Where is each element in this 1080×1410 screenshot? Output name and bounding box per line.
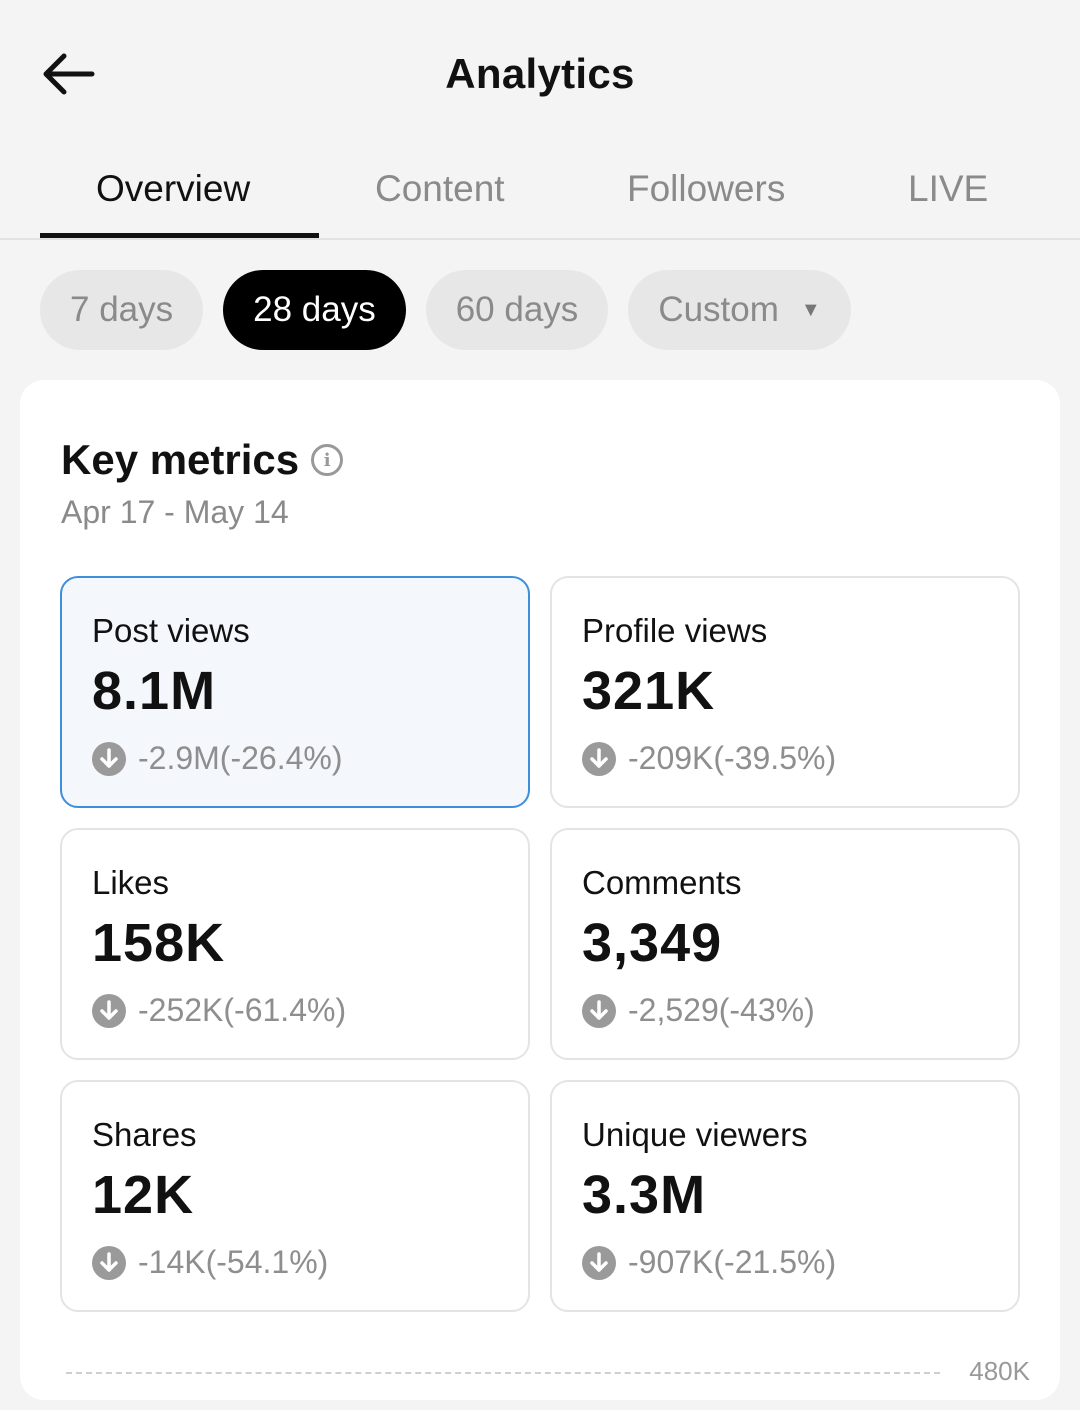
metric-change-text: -252K(-61.4%) [138, 992, 347, 1028]
chip-label: 28 days [253, 290, 376, 329]
chip-7-days[interactable]: 7 days [40, 270, 204, 350]
metric-change: -2.9M(-26.4%) [92, 740, 343, 777]
app-header: Analytics [0, 0, 1080, 150]
arrow-down-circle-icon [92, 741, 126, 776]
metric-change-text: -2,529(-43%) [628, 992, 815, 1028]
tab-live[interactable]: LIVE [908, 168, 989, 209]
metric-label: Shares [92, 1116, 197, 1153]
arrow-left-icon [43, 53, 95, 95]
chip-custom[interactable]: Custom ▼ [628, 270, 851, 350]
arrow-down-circle-icon [92, 993, 126, 1028]
back-button[interactable] [40, 48, 100, 100]
metric-value: 3,349 [582, 913, 723, 973]
metric-card-unique-viewers[interactable]: Unique viewers 3.3M -907K(-21.5%) [550, 1080, 1020, 1312]
metric-value: 8.1M [92, 661, 217, 721]
chip-label: Custom [658, 290, 779, 329]
metric-change-text: -2.9M(-26.4%) [138, 740, 343, 776]
page-title: Analytics [445, 50, 635, 97]
key-metrics-card: Key metrics i Apr 17 - May 14 Post views… [20, 380, 1060, 1400]
section-title: Key metrics i [61, 436, 344, 484]
chip-label: 7 days [70, 290, 174, 329]
metric-label: Profile views [582, 612, 768, 649]
metric-change: -14K(-54.1%) [92, 1244, 328, 1281]
arrow-down-circle-icon [92, 1245, 126, 1280]
info-icon[interactable]: i [311, 444, 344, 476]
date-range-chips: 7 days 28 days 60 days Custom ▼ [40, 270, 851, 350]
metric-change: -907K(-21.5%) [582, 1244, 836, 1281]
metric-change: -252K(-61.4%) [92, 992, 346, 1029]
tab-followers[interactable]: Followers [627, 168, 786, 209]
metric-change-text: -209K(-39.5%) [628, 740, 837, 776]
arrow-down-circle-icon [582, 993, 616, 1028]
chip-60-days[interactable]: 60 days [425, 270, 609, 350]
metric-value: 12K [92, 1165, 195, 1225]
metric-card-post-views[interactable]: Post views 8.1M -2.9M(-26.4%) [60, 576, 530, 808]
tab-content[interactable]: Content [375, 168, 505, 209]
tab-bar: Overview Content Followers LIVE [0, 150, 1080, 240]
chart-y-tick: 480K [969, 1356, 1030, 1386]
chip-28-days[interactable]: 28 days [223, 270, 406, 350]
trend-chart-preview: 480K [66, 1356, 1030, 1410]
tab-overview[interactable]: Overview [96, 168, 251, 209]
chip-label: 60 days [455, 290, 579, 329]
arrow-down-circle-icon [582, 1245, 616, 1280]
chart-gridline [66, 1372, 940, 1374]
metric-card-shares[interactable]: Shares 12K -14K(-54.1%) [60, 1080, 530, 1312]
metric-label: Unique viewers [582, 1116, 808, 1153]
arrow-down-circle-icon [582, 741, 616, 776]
section-title-text: Key metrics [61, 436, 300, 483]
metric-change: -2,529(-43%) [582, 992, 815, 1029]
metric-label: Likes [92, 864, 170, 901]
metric-label: Post views [92, 612, 250, 649]
active-tab-indicator [40, 233, 319, 238]
metric-change: -209K(-39.5%) [582, 740, 836, 777]
metric-change-text: -14K(-54.1%) [138, 1244, 329, 1280]
metric-card-comments[interactable]: Comments 3,349 -2,529(-43%) [550, 828, 1020, 1060]
metric-value: 158K [92, 913, 226, 973]
metric-value: 3.3M [582, 1165, 707, 1225]
metric-change-text: -907K(-21.5%) [628, 1244, 837, 1280]
date-range-label: Apr 17 - May 14 [61, 494, 289, 530]
metric-value: 321K [582, 661, 716, 721]
caret-down-icon: ▼ [800, 298, 821, 321]
metric-card-likes[interactable]: Likes 158K -252K(-61.4%) [60, 828, 530, 1060]
metric-label: Comments [582, 864, 742, 901]
metric-card-profile-views[interactable]: Profile views 321K -209K(-39.5%) [550, 576, 1020, 808]
